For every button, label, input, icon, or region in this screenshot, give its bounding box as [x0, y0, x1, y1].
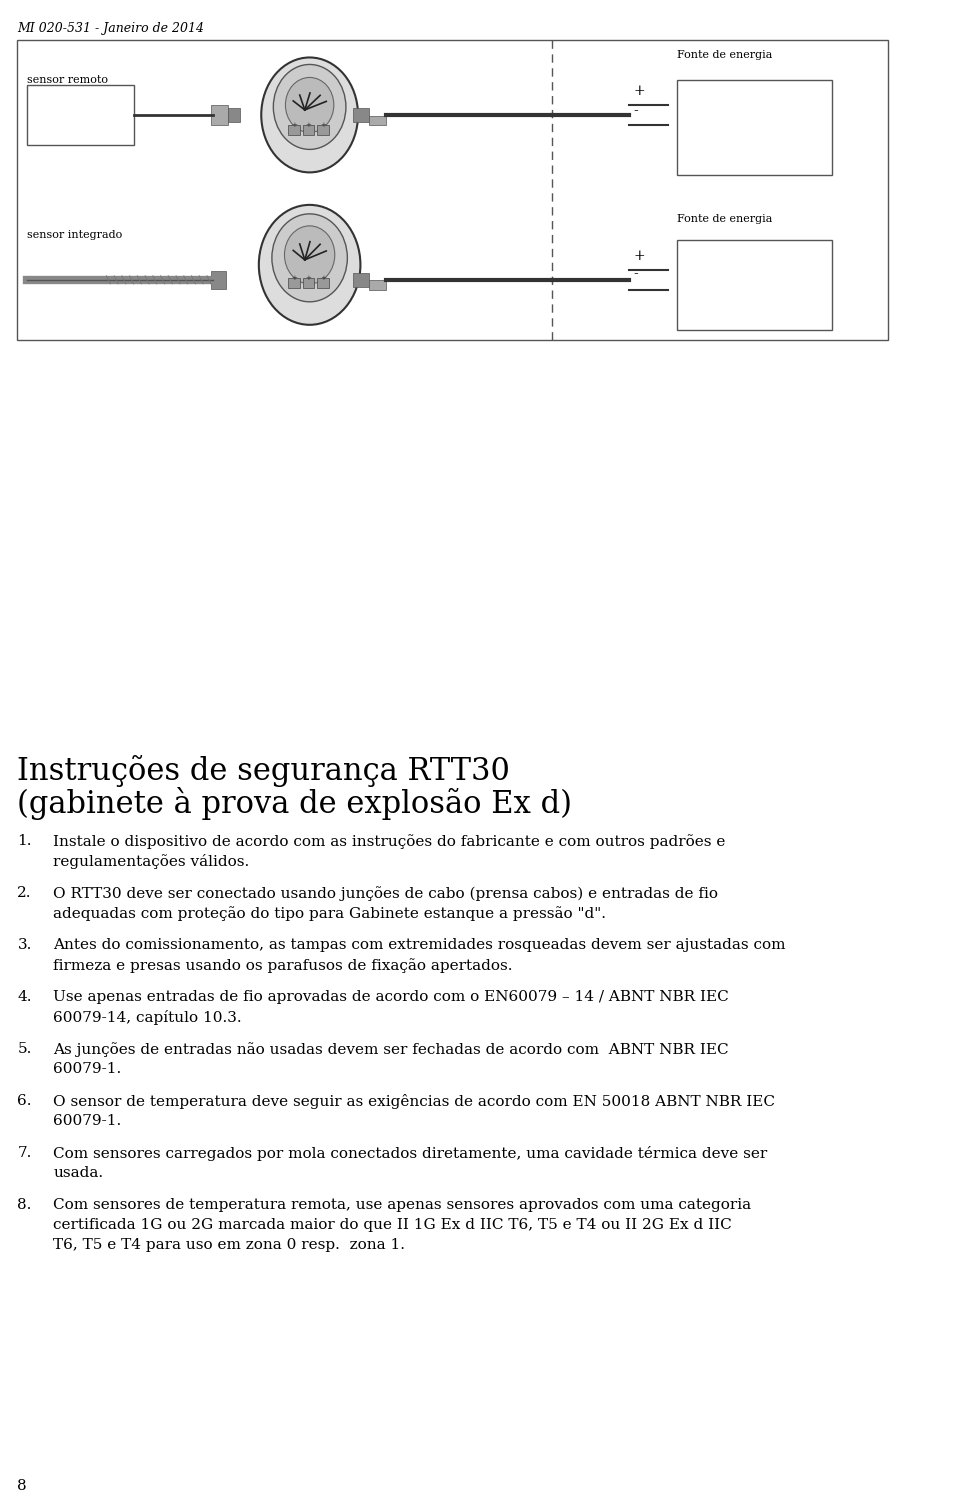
Text: 2.: 2. [17, 886, 32, 901]
Bar [369, 280, 386, 290]
Text: +: + [305, 275, 312, 281]
Text: (gabinete à prova de explosão Ex d): (gabinete à prova de explosão Ex d) [17, 786, 572, 819]
Bar [288, 278, 300, 287]
Bar [211, 271, 227, 289]
Text: +: + [291, 121, 297, 127]
Bar [27, 85, 133, 145]
Ellipse shape [285, 78, 334, 132]
Text: +: + [634, 249, 645, 263]
Text: As junções de entradas não usadas devem ser fechadas de acordo com  ABNT NBR IEC: As junções de entradas não usadas devem … [53, 1042, 729, 1057]
Text: MI 020-531 - Janeiro de 2014: MI 020-531 - Janeiro de 2014 [17, 22, 204, 34]
Text: Fonte de energia: Fonte de energia [678, 49, 773, 60]
Text: Instale o dispositivo de acordo com as instruções do fabricante e com outros pad: Instale o dispositivo de acordo com as i… [53, 834, 726, 849]
Text: +: + [291, 275, 297, 281]
Text: usada.: usada. [53, 1166, 104, 1180]
Text: -: - [634, 266, 638, 281]
Text: 5.: 5. [17, 1042, 32, 1057]
Text: regulamentações válidos.: regulamentações válidos. [53, 855, 250, 870]
Text: +: + [321, 121, 326, 127]
Text: +: + [321, 275, 326, 281]
Text: Fonte de energia: Fonte de energia [678, 214, 773, 225]
Bar [228, 108, 240, 121]
Text: O RTT30 deve ser conectado usando junções de cabo (prensa cabos) e entradas de f: O RTT30 deve ser conectado usando junçõe… [53, 886, 718, 901]
Text: adequadas com proteção do tipo para Gabinete estanque a pressão "d".: adequadas com proteção do tipo para Gabi… [53, 907, 606, 921]
Text: Com sensores de temperatura remota, use apenas sensores aprovados com uma catego: Com sensores de temperatura remota, use … [53, 1198, 752, 1213]
Text: Com sensores carregados por mola conectados diretamente, uma cavidade térmica de: Com sensores carregados por mola conecta… [53, 1147, 767, 1162]
Text: 1.: 1. [17, 834, 32, 849]
Text: 8.: 8. [17, 1198, 32, 1213]
Text: 7.: 7. [17, 1147, 32, 1160]
Text: +: + [634, 84, 645, 97]
Text: firmeza e presas usando os parafusos de fixação apertados.: firmeza e presas usando os parafusos de … [53, 958, 513, 973]
Bar [369, 115, 386, 124]
Bar [288, 124, 300, 135]
Bar [678, 79, 832, 175]
Ellipse shape [272, 214, 348, 302]
Text: 4.: 4. [17, 991, 32, 1004]
Ellipse shape [284, 226, 335, 284]
Ellipse shape [261, 57, 358, 172]
Text: O sensor de temperatura deve seguir as exigências de acordo com EN 50018 ABNT NB: O sensor de temperatura deve seguir as e… [53, 1094, 776, 1109]
Text: sensor integrado: sensor integrado [27, 231, 122, 240]
Text: 60079-1.: 60079-1. [53, 1063, 122, 1076]
Text: Instruções de segurança RTT30: Instruções de segurança RTT30 [17, 754, 511, 786]
Text: 3.: 3. [17, 939, 32, 952]
Text: Antes do comissionamento, as tampas com extremidades rosqueadas devem ser ajusta: Antes do comissionamento, as tampas com … [53, 939, 785, 952]
Bar [211, 105, 228, 124]
Bar [302, 278, 315, 287]
Ellipse shape [274, 64, 346, 150]
Text: sensor remoto: sensor remoto [27, 75, 108, 85]
Text: certificada 1G ou 2G marcada maior do que II 1G Ex d IIC T6, T5 e T4 ou II 2G Ex: certificada 1G ou 2G marcada maior do qu… [53, 1219, 732, 1232]
Text: +: + [305, 121, 312, 127]
Bar [318, 278, 329, 287]
Bar [353, 272, 369, 287]
Ellipse shape [259, 205, 360, 325]
Text: 8: 8 [17, 1479, 27, 1493]
Bar [678, 240, 832, 329]
Text: Use apenas entradas de fio aprovadas de acordo com o EN60079 – 14 / ABNT NBR IEC: Use apenas entradas de fio aprovadas de … [53, 991, 729, 1004]
Text: 60079-1.: 60079-1. [53, 1114, 122, 1129]
Text: 60079-14, capítulo 10.3.: 60079-14, capítulo 10.3. [53, 1010, 242, 1025]
Bar [17, 40, 888, 340]
Text: T6, T5 e T4 para uso em zona 0 resp.  zona 1.: T6, T5 e T4 para uso em zona 0 resp. zon… [53, 1238, 405, 1253]
Text: 6.: 6. [17, 1094, 32, 1108]
Bar [318, 124, 329, 135]
Bar [353, 108, 369, 121]
Bar [302, 124, 315, 135]
Text: -: - [634, 103, 638, 118]
